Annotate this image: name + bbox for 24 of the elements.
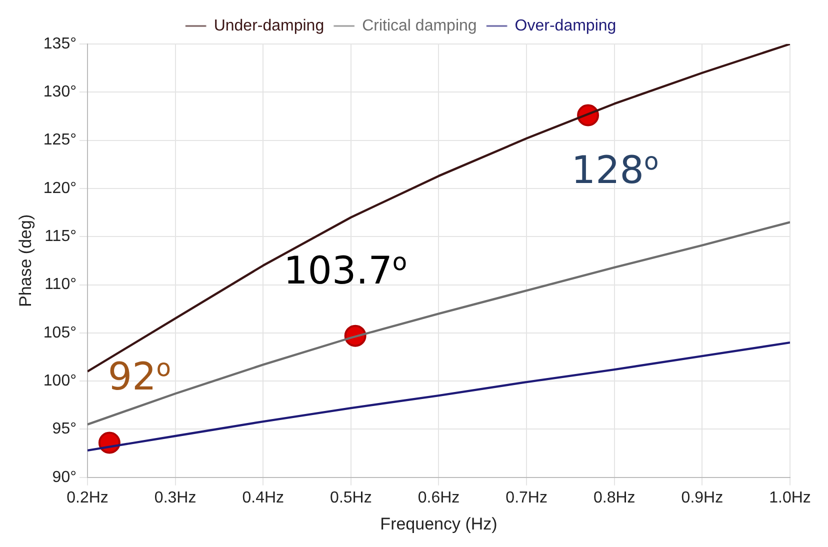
y-axis-title: Phase (deg) [16,214,35,308]
y-tick-label: 90° [52,468,76,486]
legend-label: Critical damping [362,17,477,34]
x-tick-label: 0.3Hz [154,489,196,506]
y-tick-label: 130° [43,84,76,101]
y-tick-label: 115° [44,228,76,246]
y-tick-label: 135° [43,35,76,52]
x-tick-label: 0.5Hz [330,489,372,506]
x-tick-label: 1.0Hz [769,489,811,506]
y-tick-label: 95° [52,420,76,438]
x-tick-label: 0.2Hz [66,489,108,506]
legend-label: Over-damping [514,17,616,34]
y-tick-label: 100° [43,372,76,390]
x-tick-label: 0.7Hz [506,489,548,506]
legend-label: Under-damping [214,17,324,34]
x-axis-title: Frequency (Hz) [380,514,498,534]
x-tick-label: 0.6Hz [418,489,460,506]
x-tick-label: 0.8Hz [593,489,636,506]
y-tick-label: 125° [43,132,76,149]
y-tick-label: 120° [43,180,76,197]
y-tick-label: 105° [43,324,76,342]
y-tick-label: 110° [44,276,76,294]
x-tick-label: 0.9Hz [681,489,724,506]
x-tick-label: 0.4Hz [242,489,284,506]
